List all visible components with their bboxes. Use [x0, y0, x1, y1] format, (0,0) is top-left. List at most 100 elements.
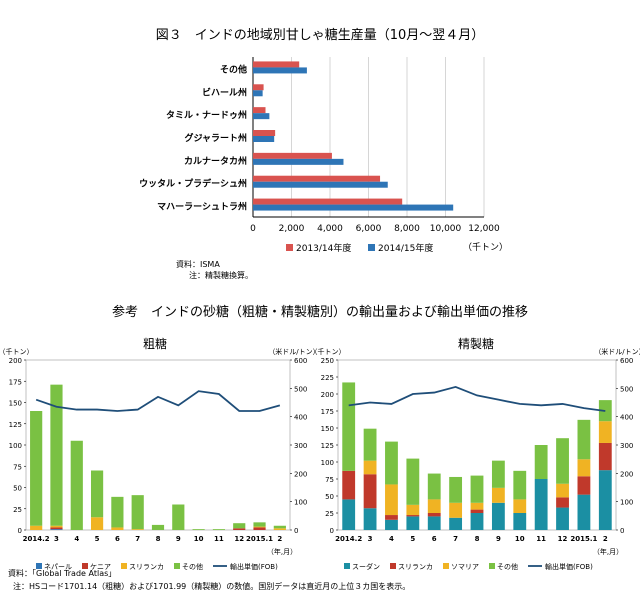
stacked-bar-segment: [213, 529, 225, 530]
y-left-tick-label: 150: [9, 400, 22, 408]
legend-swatch: [443, 563, 449, 569]
y-left-tick-label: 125: [321, 442, 334, 450]
y-right-tick-label: 100: [620, 499, 633, 507]
stacked-bar-segment: [556, 497, 569, 507]
fig3-x-tick-label: 10,000: [430, 224, 462, 234]
fig3-bar: [253, 176, 380, 182]
stacked-bar-segment: [556, 484, 569, 498]
legend-swatch: [121, 563, 127, 569]
stacked-bar-segment: [471, 513, 484, 530]
stacked-bar-segment: [274, 526, 286, 529]
x-tick-label: 5: [95, 535, 100, 543]
fig3-x-tick-label: 0: [250, 224, 256, 234]
y-left-tick-label: 175: [321, 408, 334, 416]
fig3-bar: [253, 130, 275, 136]
y-left-tick-label: 100: [321, 459, 334, 467]
x-unit: （年,月）: [267, 547, 297, 556]
y-left-unit: （千トン）: [311, 347, 346, 356]
stacked-bar-segment: [364, 429, 377, 461]
stacked-bar-segment: [152, 525, 164, 530]
refined-sugar-title: 精製糖: [458, 336, 494, 351]
legend-swatch: [390, 563, 396, 569]
legend-swatch: [489, 563, 495, 569]
stacked-bar-segment: [471, 510, 484, 513]
y-right-tick-label: 400: [294, 414, 307, 422]
legend-swatch: [174, 563, 180, 569]
y-left-tick-label: 250: [321, 357, 334, 365]
price-line: [349, 387, 606, 411]
stacked-bar-segment: [385, 520, 398, 530]
stacked-bar-segment: [492, 461, 505, 488]
x-tick-label: 9: [496, 535, 501, 543]
legend-label: スリランカ: [129, 563, 164, 571]
fig3-category-label: マハーラーシュトラ州: [157, 202, 247, 213]
stacked-bar-segment: [599, 421, 612, 443]
stacked-bar-segment: [132, 529, 144, 530]
x-tick-label: 11: [214, 535, 224, 543]
y-right-tick-label: 200: [294, 470, 307, 478]
y-right-tick-label: 300: [294, 442, 307, 450]
stacked-bar-segment: [385, 515, 398, 520]
x-tick-label: 8: [156, 535, 161, 543]
fig3-x-tick-label: 2,000: [279, 224, 305, 234]
stacked-bar-segment: [111, 527, 123, 530]
y-left-tick-label: 150: [321, 425, 334, 433]
y-right-tick-label: 0: [620, 527, 624, 535]
legend-line-label: 輸出単価(FOB): [230, 562, 278, 571]
price-line: [36, 391, 280, 411]
stacked-bar-segment: [274, 528, 286, 530]
stacked-bar-segment: [406, 516, 419, 530]
stacked-bar-segment: [385, 442, 398, 485]
stacked-bar-segment: [428, 513, 441, 516]
stacked-bar-segment: [428, 474, 441, 500]
stacked-bar-segment: [342, 471, 355, 500]
legend-swatch: [344, 563, 350, 569]
y-left-tick-label: 50: [13, 485, 22, 493]
legend-swatch-2013: [286, 244, 293, 251]
stacked-bar-segment: [71, 441, 83, 530]
stacked-bar-segment: [449, 477, 462, 503]
stacked-bar-segment: [233, 528, 245, 530]
fig3-note: 注：精製糖換算。: [189, 270, 253, 280]
stacked-bar-segment: [599, 470, 612, 530]
stacked-bar-segment: [253, 527, 265, 530]
stacked-bar-segment: [385, 484, 398, 515]
legend-label: その他: [497, 562, 518, 571]
x-tick-label: 10: [515, 535, 525, 543]
x-tick-label: 4: [74, 535, 79, 543]
fig3-category-label: ビハール州: [202, 86, 247, 98]
x-tick-label: 2014.2: [335, 535, 362, 543]
x-tick-label: 9: [176, 535, 181, 543]
fig3-x-unit: （千トン）: [463, 242, 508, 253]
stacked-bar-segment: [556, 438, 569, 484]
stacked-bar-segment: [492, 488, 505, 503]
stacked-bar-segment: [428, 516, 441, 530]
y-left-tick-label: 200: [9, 357, 22, 365]
raw-sugar-title: 粗糖: [143, 336, 167, 351]
x-tick-label: 7: [135, 535, 140, 543]
y-left-unit: （千トン）: [0, 347, 34, 356]
stacked-bar-segment: [513, 471, 526, 500]
fig3-source: 資料：ISMA: [176, 259, 220, 269]
legend-label: スーダン: [352, 562, 380, 571]
fig3-bar: [253, 61, 299, 67]
y-left-tick-label: 225: [321, 374, 334, 382]
stacked-bar-segment: [578, 459, 591, 476]
x-tick-label: 2014.2: [23, 535, 50, 543]
x-tick-label: 10: [194, 535, 204, 543]
stacked-bar-segment: [91, 517, 103, 530]
bottom-source: 資料：「Global Trade Atlas」: [8, 568, 116, 578]
stacked-bar-segment: [50, 527, 62, 529]
x-tick-label: 11: [536, 535, 546, 543]
y-left-tick-label: 0: [18, 527, 22, 535]
stacked-bar-segment: [406, 505, 419, 515]
y-right-tick-label: 400: [620, 414, 633, 422]
y-right-tick-label: 0: [294, 527, 298, 535]
stacked-bar-segment: [30, 411, 42, 526]
stacked-bar-segment: [364, 461, 377, 475]
y-left-tick-label: 50: [325, 493, 334, 501]
stacked-bar-segment: [428, 499, 441, 513]
y-right-tick-label: 100: [294, 499, 307, 507]
stacked-bar-segment: [449, 518, 462, 530]
